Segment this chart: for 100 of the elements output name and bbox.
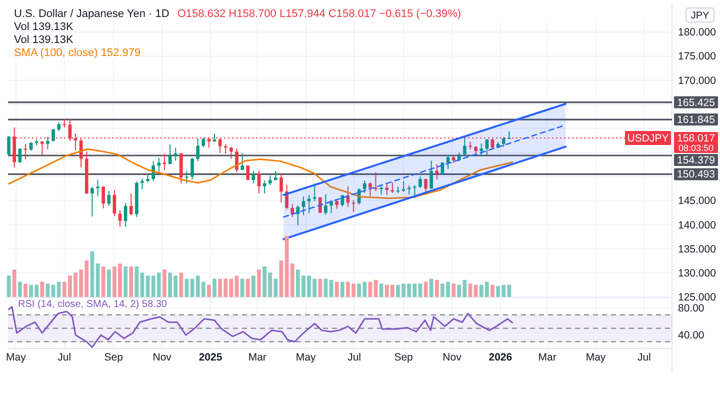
candlestick — [235, 148, 238, 173]
candlestick — [240, 152, 244, 171]
candlestick — [312, 182, 316, 202]
bar — [318, 278, 322, 297]
candlestick — [352, 200, 356, 212]
annotation: Vol 139.13K — [14, 34, 74, 46]
x-tick-label: May — [6, 352, 27, 364]
candlestick — [407, 184, 411, 195]
candlestick — [274, 170, 278, 181]
bar — [429, 278, 434, 297]
text: 08:03:50 — [678, 142, 714, 153]
bar — [179, 272, 184, 297]
y-tick-label: 145.000 — [678, 195, 716, 208]
bar — [184, 278, 189, 297]
bar — [146, 276, 150, 297]
candlestick — [40, 140, 44, 156]
bar — [134, 266, 139, 297]
chart-title: U.S. Dollar / Japanese Yen · 1D — [14, 8, 170, 20]
candlestick — [330, 200, 333, 214]
bar — [434, 280, 439, 297]
candlestick — [52, 128, 55, 142]
candlestick — [402, 180, 406, 193]
candlestick — [24, 143, 28, 160]
candlestick — [412, 184, 416, 199]
candlestick — [480, 142, 484, 156]
bar — [284, 236, 289, 297]
x-tick-label: Sep — [394, 352, 414, 364]
candlestick — [57, 122, 60, 132]
bar — [334, 282, 339, 297]
candlestick — [174, 147, 178, 162]
candlestick — [230, 146, 233, 160]
candlestick — [7, 136, 10, 156]
bar — [234, 276, 239, 297]
candlestick — [102, 186, 105, 209]
bar — [101, 266, 106, 297]
x-tick-label: May — [296, 352, 317, 364]
bar — [379, 284, 384, 297]
candlestick — [202, 137, 206, 148]
candlestick — [196, 138, 200, 162]
x-tick-label: Sep — [104, 352, 124, 364]
bar — [212, 278, 216, 297]
series-label: RSI (14, close, SMA, 14, 2) 58.30 — [18, 299, 168, 310]
candlestick — [96, 178, 100, 197]
ref-line-label: 150.493 — [677, 168, 716, 181]
candlestick — [424, 178, 428, 194]
candlestick — [508, 130, 511, 140]
bar — [56, 282, 61, 297]
candlestick — [418, 176, 422, 189]
line-series — [8, 148, 514, 200]
bar — [190, 278, 194, 297]
candlestick — [162, 153, 166, 171]
candlestick — [324, 194, 328, 216]
bar — [490, 284, 494, 297]
x-tick-label: Jul — [58, 352, 72, 364]
bar — [279, 260, 284, 297]
y-tick-label: 130.000 — [678, 267, 716, 280]
annotation: Vol 139.13K — [14, 21, 74, 33]
bar — [251, 276, 256, 297]
candlestick — [107, 190, 111, 206]
bar — [129, 266, 134, 297]
candlestick — [185, 170, 188, 184]
x-tick-label: Mar — [248, 352, 267, 364]
bar — [368, 282, 372, 297]
ref-line-label: 158.017 — [677, 132, 716, 144]
ref-line-label: 161.845 — [677, 114, 716, 126]
x-tick-label: May — [586, 352, 606, 364]
bar — [290, 263, 294, 297]
bar — [106, 270, 111, 297]
candlestick — [340, 194, 344, 207]
y-tick-label: 170.000 — [678, 74, 716, 87]
bar — [140, 272, 144, 297]
x-tick-label: Jul — [637, 352, 651, 364]
bar — [240, 278, 244, 297]
candlestick — [246, 165, 250, 180]
y-tick-label: 180.000 — [678, 26, 716, 39]
candlestick — [18, 148, 22, 164]
x-tick-label: Jul — [348, 352, 362, 364]
candlestick — [502, 136, 506, 148]
candlestick — [463, 138, 466, 155]
x-tick-label: Nov — [152, 352, 172, 364]
candlestick — [140, 178, 144, 190]
bar — [6, 276, 11, 297]
candlestick — [268, 175, 272, 186]
candlestick — [90, 186, 94, 218]
bar — [124, 266, 128, 297]
candlestick — [374, 172, 378, 192]
candlestick — [124, 202, 128, 228]
bar — [452, 284, 456, 297]
ref-line-label: 165.425 — [677, 96, 716, 109]
candlestick — [152, 160, 156, 182]
bar — [418, 284, 422, 297]
bar — [474, 284, 478, 297]
candlestick — [190, 157, 194, 180]
candlestick — [157, 157, 161, 172]
candlestick — [296, 204, 300, 226]
annotation: USDJPY — [627, 132, 669, 144]
bar — [340, 282, 344, 297]
candlestick — [280, 174, 283, 204]
x-tick-label: 2025 — [198, 352, 222, 364]
bar — [96, 263, 100, 297]
